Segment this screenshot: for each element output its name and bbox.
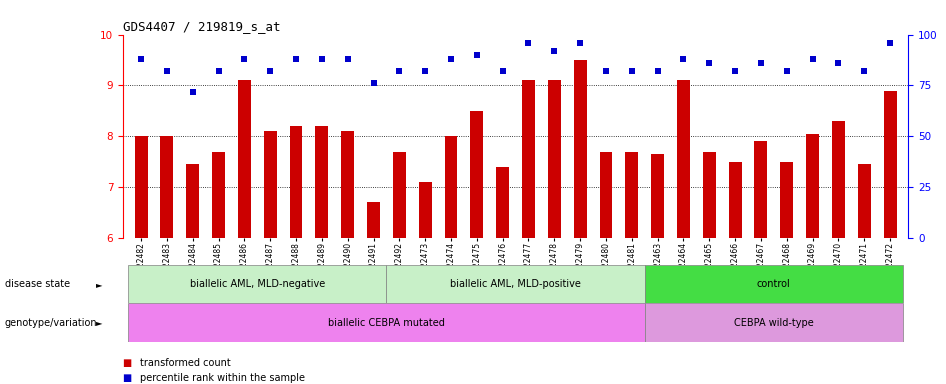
Bar [386, 265, 645, 303]
Bar [858, 164, 870, 238]
Bar [128, 303, 645, 342]
Text: transformed count: transformed count [140, 358, 231, 368]
Bar [884, 91, 897, 238]
Text: percentile rank within the sample: percentile rank within the sample [140, 373, 305, 383]
Bar [419, 182, 431, 238]
Bar [315, 126, 328, 238]
Text: biallelic AML, MLD-positive: biallelic AML, MLD-positive [450, 279, 581, 289]
Bar [548, 80, 561, 238]
Bar [522, 80, 534, 238]
Text: biallelic CEBPA mutated: biallelic CEBPA mutated [328, 318, 445, 328]
Bar [645, 265, 903, 303]
Bar [342, 131, 354, 238]
Bar [573, 60, 587, 238]
Bar [625, 152, 639, 238]
Bar [212, 152, 225, 238]
Text: ►: ► [96, 280, 102, 289]
Bar [677, 80, 690, 238]
Bar [600, 152, 612, 238]
Bar [134, 136, 148, 238]
Bar [780, 162, 794, 238]
Bar [497, 167, 509, 238]
Text: ►: ► [96, 318, 102, 327]
Text: disease state: disease state [5, 279, 70, 289]
Text: GDS4407 / 219819_s_at: GDS4407 / 219819_s_at [123, 20, 280, 33]
Bar [755, 141, 767, 238]
Text: ■: ■ [123, 373, 135, 383]
Text: biallelic AML, MLD-negative: biallelic AML, MLD-negative [189, 279, 324, 289]
Bar [651, 154, 664, 238]
Bar [703, 152, 716, 238]
Bar [728, 162, 742, 238]
Text: control: control [757, 279, 791, 289]
Bar [445, 136, 458, 238]
Bar [186, 164, 200, 238]
Text: ■: ■ [123, 358, 135, 368]
Bar [470, 111, 483, 238]
Bar [289, 126, 303, 238]
Bar [806, 134, 819, 238]
Bar [832, 121, 845, 238]
Bar [393, 152, 406, 238]
Bar [645, 303, 903, 342]
Text: genotype/variation: genotype/variation [5, 318, 97, 328]
Bar [161, 136, 173, 238]
Bar [237, 80, 251, 238]
Text: CEBPA wild-type: CEBPA wild-type [734, 318, 814, 328]
Bar [367, 202, 380, 238]
Bar [264, 131, 276, 238]
Bar [128, 265, 386, 303]
